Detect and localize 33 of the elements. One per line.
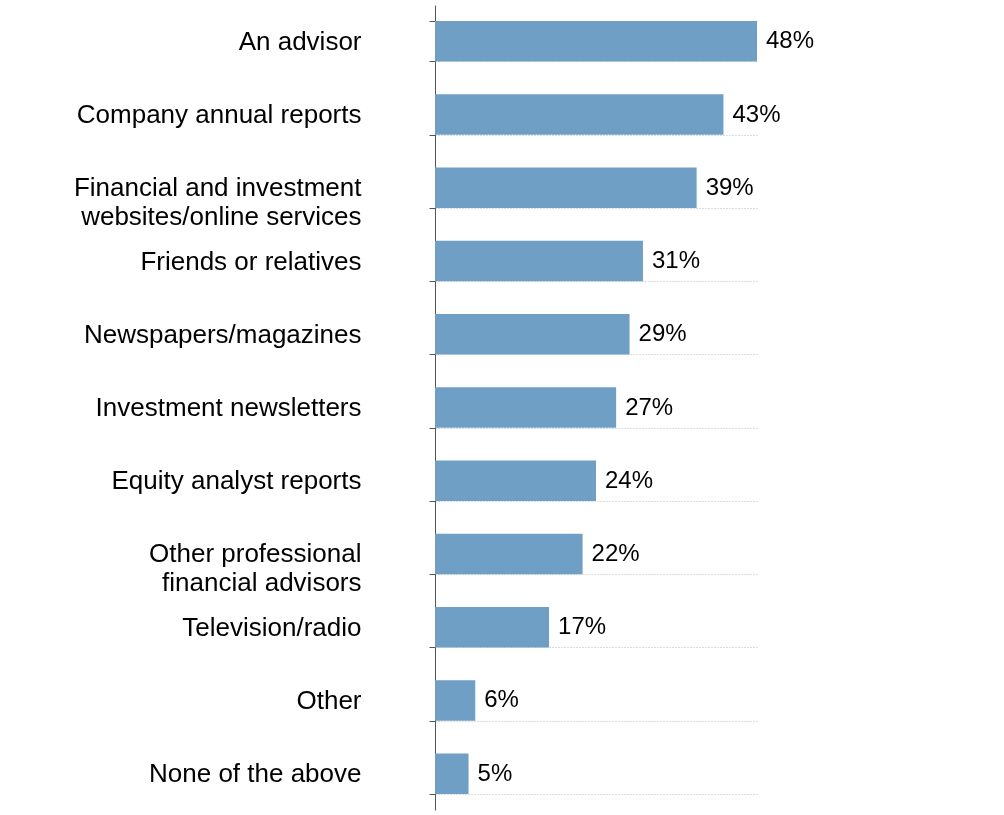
y-tick-label: None of the above — [149, 758, 362, 789]
bar — [435, 240, 643, 282]
y-tick-label: Newspapers/magazines — [84, 318, 362, 349]
data-label: 22% — [591, 539, 640, 566]
data-label: 5% — [477, 758, 513, 786]
bar — [435, 387, 617, 428]
data-label: 17% — [558, 612, 607, 640]
data-label: 39% — [705, 172, 754, 200]
bar — [435, 94, 724, 135]
y-tick-label: Television/radio — [182, 611, 362, 642]
data-label: 43% — [732, 99, 781, 127]
bar — [435, 21, 757, 62]
bar — [435, 460, 596, 501]
y-tick-label: Financial and investment websites/online services — [73, 172, 363, 232]
y-tick-label: Other professional financial advisors — [149, 538, 362, 598]
data-label: 6% — [484, 685, 519, 713]
bar — [435, 753, 469, 794]
bar — [435, 167, 697, 208]
y-tick-label: Investment newsletters — [95, 392, 362, 422]
data-label: 27% — [625, 392, 674, 420]
data-label: 48% — [766, 26, 815, 54]
y-tick-label: An advisor — [238, 25, 362, 56]
y-tick-label: Other — [296, 684, 362, 715]
data-label: 24% — [605, 465, 654, 493]
y-tick-label: Equity analyst reports — [111, 465, 362, 496]
bar — [435, 607, 550, 648]
data-label: 31% — [651, 246, 701, 273]
bar — [435, 533, 583, 575]
bar — [435, 314, 630, 355]
y-tick-label: Friends or relatives — [140, 245, 362, 276]
data-label: 29% — [638, 319, 687, 347]
bar — [435, 680, 476, 721]
y-tick-label: Company annual reports — [76, 99, 362, 130]
